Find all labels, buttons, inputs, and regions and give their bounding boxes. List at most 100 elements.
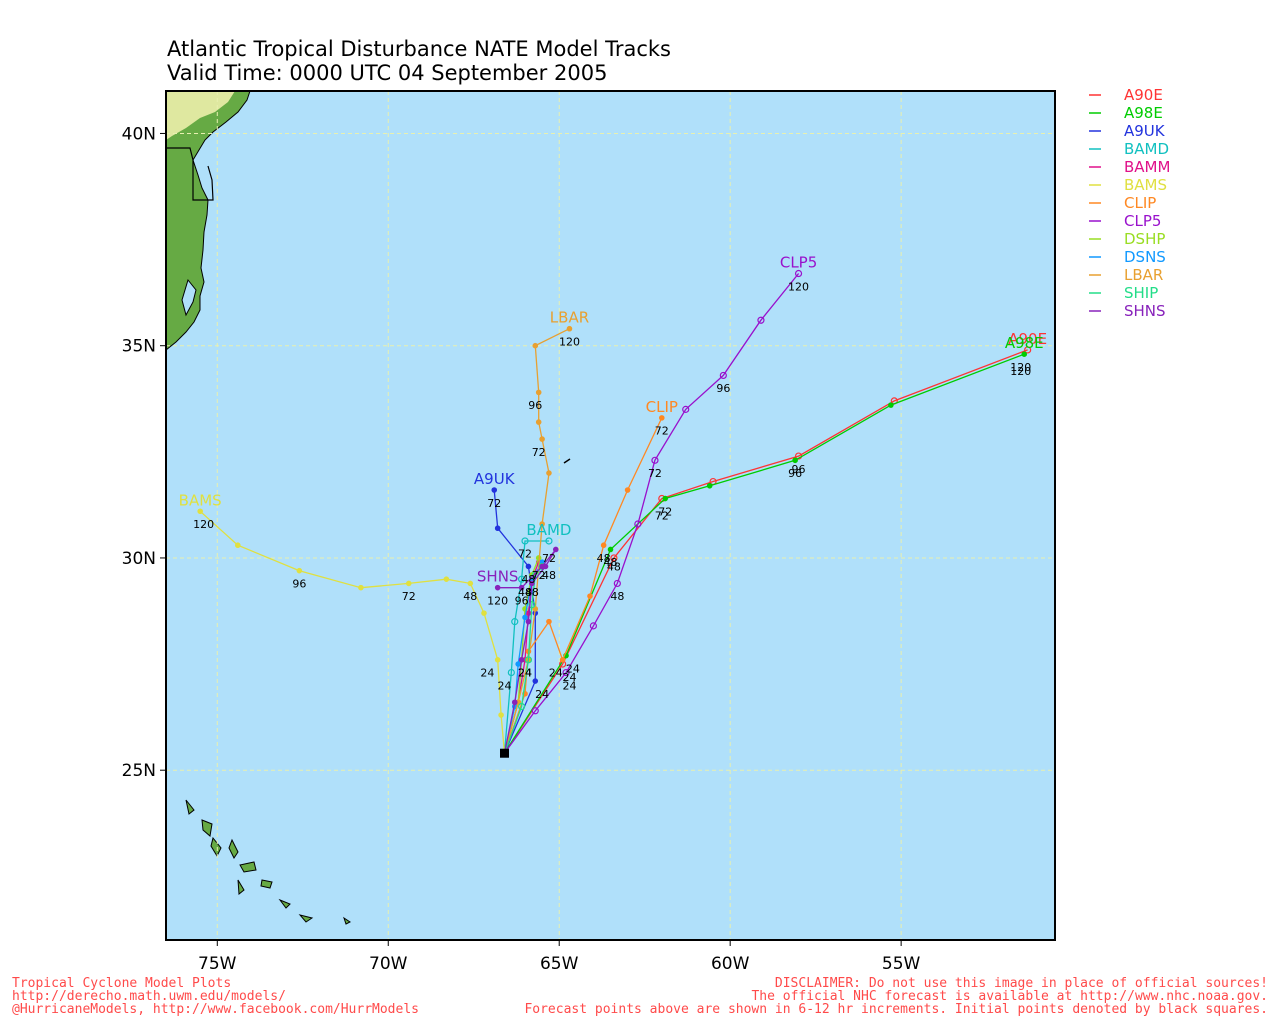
initial-position-marker bbox=[500, 748, 510, 758]
track-point-a90e bbox=[610, 554, 618, 562]
track-point-a98e bbox=[1021, 351, 1028, 357]
legend-label-a98e: A98E bbox=[1124, 104, 1163, 122]
track-point-clip bbox=[624, 487, 631, 493]
track-point-lbar bbox=[532, 342, 539, 349]
track-point-a9uk bbox=[532, 678, 539, 684]
track-point-bams bbox=[443, 576, 450, 582]
track-point-shns bbox=[494, 584, 501, 591]
track-point-shns bbox=[518, 584, 525, 591]
hour-label-bams: 120 bbox=[193, 518, 214, 531]
x-tick-label: 60W bbox=[711, 954, 750, 974]
state-border bbox=[192, 160, 214, 201]
legend-label-clip: CLIP bbox=[1124, 194, 1156, 212]
end-label-lbar: LBAR bbox=[550, 309, 589, 327]
track-point-ship bbox=[528, 601, 536, 609]
hour-label-a98e: 120 bbox=[1010, 361, 1031, 374]
end-label-bamd: BAMD bbox=[526, 521, 571, 539]
hour-label-bamm: 24 bbox=[518, 667, 532, 680]
legend-label-shns: SHNS bbox=[1124, 302, 1166, 320]
hour-label-bamd: 72 bbox=[518, 548, 532, 561]
track-point-bams bbox=[235, 542, 241, 549]
hour-label-bams: 96 bbox=[292, 577, 306, 590]
track-point-a9uk bbox=[494, 525, 501, 532]
y-axis-ticks: 25N 30N 35N 40N bbox=[122, 124, 166, 781]
track-point-lbar bbox=[539, 521, 545, 527]
end-label-clp5: CLP5 bbox=[780, 254, 817, 272]
track-point-shns bbox=[552, 546, 559, 553]
legend-label-lbar: LBAR bbox=[1124, 266, 1163, 284]
track-dsns bbox=[503, 561, 543, 754]
map-panel: 2448729612024487296120244872244872244872… bbox=[165, 90, 1056, 941]
legend: A90EA98EA9UKBAMDBAMMBAMSCLIPCLP5DSHPDSNS… bbox=[1089, 86, 1170, 320]
x-tick-label: 65W bbox=[540, 954, 579, 974]
x-tick-label: 75W bbox=[198, 954, 237, 974]
footer-left-line-2[interactable]: http://derecho.math.uwm.edu/models/ bbox=[12, 989, 286, 1004]
track-shns bbox=[497, 549, 557, 754]
hour-label-bamm: 48 bbox=[525, 586, 539, 599]
track-point-bams bbox=[296, 567, 303, 574]
end-label-a9uk: A9UK bbox=[474, 470, 516, 488]
track-point-a98e bbox=[706, 482, 713, 489]
hour-label-bamd: 48 bbox=[518, 586, 532, 599]
track-point-bams bbox=[405, 580, 412, 587]
track-point-a98e bbox=[607, 546, 614, 553]
track-point-bamd bbox=[507, 668, 515, 677]
footer-left-line-3[interactable]: @HurricaneModels, http://www.facebook.co… bbox=[12, 1002, 419, 1017]
track-point-lbar bbox=[532, 606, 539, 612]
track-point-bamd bbox=[511, 618, 519, 626]
x-tick-label: 70W bbox=[369, 954, 408, 974]
y-tick-label: 30N bbox=[122, 549, 156, 569]
end-label-bams: BAMS bbox=[179, 491, 222, 509]
track-point-bams bbox=[197, 508, 203, 515]
track-point-bams bbox=[494, 657, 501, 663]
track-point-lbar bbox=[546, 470, 552, 476]
hour-label-lbar: 72 bbox=[532, 446, 546, 459]
hour-label-clip: 72 bbox=[655, 425, 669, 438]
hour-label-clp5: 96 bbox=[716, 382, 730, 395]
track-point-a98e bbox=[662, 495, 669, 502]
track-point-shns bbox=[511, 699, 518, 706]
footer-right-line-1: DISCLAIMER: Do not use this image in pla… bbox=[775, 976, 1268, 991]
track-point-clp5 bbox=[651, 456, 659, 464]
track-point-a90e bbox=[1024, 346, 1032, 354]
track-point-clp5 bbox=[531, 707, 539, 715]
hour-label-bams: 72 bbox=[402, 590, 416, 603]
legend-label-a9uk: A9UK bbox=[1124, 122, 1166, 140]
track-point-a9uk bbox=[525, 563, 532, 570]
hour-label-clip: 24 bbox=[549, 667, 563, 680]
hour-label-a90e: 48 bbox=[607, 560, 621, 573]
track-point-lbar bbox=[535, 419, 542, 425]
hour-label-a90e: 96 bbox=[792, 463, 806, 476]
hour-label-clp5: 120 bbox=[788, 280, 809, 293]
x-tick-label: 55W bbox=[882, 954, 921, 974]
hour-label-shns: 48 bbox=[542, 569, 556, 582]
legend-label-bamm: BAMM bbox=[1124, 158, 1170, 176]
model-tracks bbox=[197, 269, 1032, 754]
hour-label-a98e: 24 bbox=[566, 662, 580, 675]
track-point-clip bbox=[658, 415, 665, 421]
legend-label-bams: BAMS bbox=[1124, 176, 1167, 194]
track-point-bams bbox=[481, 610, 487, 616]
track-point-shns bbox=[539, 563, 545, 570]
track-bamd bbox=[503, 540, 549, 754]
track-point-bams bbox=[467, 580, 474, 587]
hour-label-clp5: 48 bbox=[610, 590, 624, 603]
hour-label-a98e: 72 bbox=[658, 505, 672, 518]
track-point-bamd bbox=[517, 575, 526, 583]
track-point-lbar bbox=[539, 436, 545, 442]
track-point-clp5 bbox=[757, 316, 765, 324]
track-point-shns bbox=[518, 657, 525, 663]
ocean-area bbox=[166, 91, 1055, 940]
appalachian-highlands bbox=[166, 91, 235, 140]
title-line-1: Atlantic Tropical Disturbance NATE Model… bbox=[167, 37, 671, 61]
hour-label-a9uk: 72 bbox=[487, 497, 501, 510]
track-point-a9uk bbox=[491, 487, 498, 493]
end-label-shns: SHNS bbox=[477, 568, 519, 586]
track-point-clip bbox=[559, 657, 566, 663]
hour-label-a98e: 96 bbox=[788, 467, 802, 480]
hour-label-a90e: 72 bbox=[655, 510, 669, 523]
legend-label-clp5: CLP5 bbox=[1124, 212, 1161, 230]
hour-label-lbar: 120 bbox=[559, 335, 580, 348]
